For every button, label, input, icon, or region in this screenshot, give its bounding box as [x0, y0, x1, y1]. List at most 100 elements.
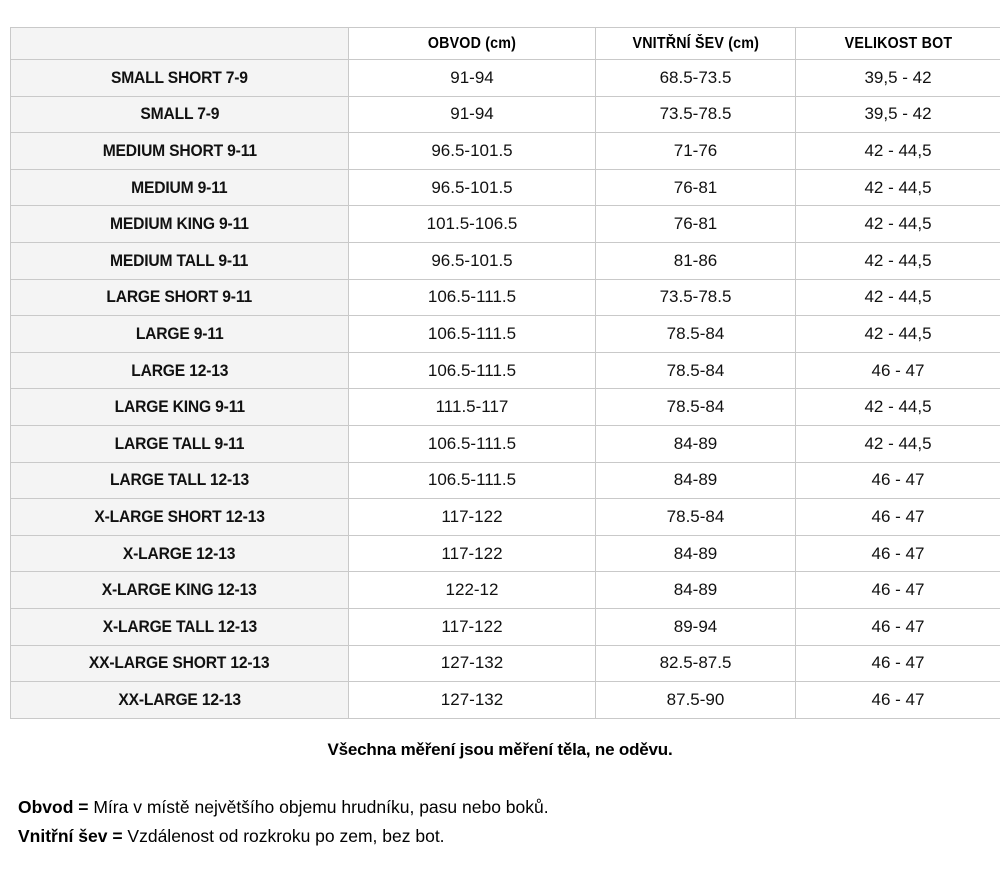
size-label-cell: LARGE KING 9-11 [10, 388, 349, 426]
column-header: VELIKOST BOT [795, 27, 1000, 60]
column-header-label: VELIKOST BOT [844, 34, 952, 52]
table-row: LARGE 12-13 106.5-111.5 78.5-84 46 - 47 [10, 351, 1000, 390]
size-chart-body: SMALL SHORT 7-9 91-94 68.5-73.5 39,5 - 42 SM… [10, 59, 1000, 719]
value-cell: 81-86 [595, 241, 796, 280]
size-label-cell: LARGE TALL 12-13 [10, 461, 349, 500]
size-label-cell: LARGE 12-13 [10, 351, 349, 390]
size-label: XX-LARGE SHORT 12-13 [89, 653, 270, 673]
value-cell: 117-122 [348, 498, 596, 536]
value-cell: 73.5-78.5 [595, 278, 796, 317]
value-cell: 42 - 44,5 [795, 132, 1000, 170]
value-cell: 117-122 [348, 534, 596, 573]
value-cell: 46 - 47 [795, 461, 1000, 500]
table-row: LARGE SHORT 9-11 106.5-111.5 73.5-78.5 42 -… [10, 278, 1000, 317]
value-cell: 96.5-101.5 [348, 168, 596, 207]
column-header: OBVOD (cm) [348, 27, 596, 60]
definition-text: Vzdálenost od rozkroku po zem, bez bot. [127, 825, 445, 846]
table-row: X-LARGE TALL 12-13 117-122 89-94 46 - 47 [10, 607, 1000, 646]
size-label-cell: X-LARGE TALL 12-13 [10, 607, 349, 646]
value-cell: 91-94 [348, 59, 596, 97]
value-cell: 46 - 47 [795, 681, 1000, 719]
size-label-cell: X-LARGE 12-13 [10, 534, 349, 573]
value-cell: 71-76 [595, 132, 796, 170]
value-cell: 78.5-84 [595, 388, 796, 426]
size-label-cell: SMALL SHORT 7-9 [10, 59, 349, 97]
value-cell: 78.5-84 [595, 315, 796, 353]
table-row: MEDIUM KING 9-11 101.5-106.5 76-81 42 - 44,… [10, 205, 1000, 243]
size-label: SMALL 7-9 [140, 104, 219, 124]
value-cell: 84-89 [595, 534, 796, 573]
value-cell: 127-132 [348, 644, 596, 683]
value-cell: 84-89 [595, 571, 796, 609]
value-cell: 106.5-111.5 [348, 461, 596, 500]
size-label: MEDIUM 9-11 [131, 177, 228, 197]
size-label-cell: MEDIUM SHORT 9-11 [10, 132, 349, 170]
value-cell: 42 - 44,5 [795, 315, 1000, 353]
size-label: X-LARGE SHORT 12-13 [94, 506, 265, 526]
size-label: SMALL SHORT 7-9 [111, 67, 248, 87]
size-label: MEDIUM SHORT 9-11 [102, 140, 257, 160]
value-cell: 42 - 44,5 [795, 241, 1000, 280]
value-cell: 117-122 [348, 607, 596, 646]
size-label: X-LARGE KING 12-13 [102, 580, 257, 600]
table-row: SMALL 7-9 91-94 73.5-78.5 39,5 - 42 [10, 95, 1000, 134]
size-label-cell: LARGE 9-11 [10, 315, 349, 353]
value-cell: 46 - 47 [795, 607, 1000, 646]
value-cell: 39,5 - 42 [795, 95, 1000, 134]
size-label: LARGE SHORT 9-11 [106, 287, 253, 307]
table-row: X-LARGE 12-13 117-122 84-89 46 - 47 [10, 534, 1000, 573]
measurement-disclaimer: Všechna měření jsou měření těla, ne oděv… [327, 739, 673, 759]
table-row: X-LARGE SHORT 12-13 117-122 78.5-84 46 - 47 [10, 498, 1000, 536]
value-cell: 42 - 44,5 [795, 388, 1000, 426]
value-cell: 111.5-117 [348, 388, 596, 426]
size-label: LARGE 12-13 [130, 360, 229, 380]
column-header-label: OBVOD (cm) [427, 34, 517, 52]
size-label-cell: LARGE TALL 9-11 [10, 424, 349, 463]
size-label: X-LARGE TALL 12-13 [102, 616, 257, 636]
size-label: MEDIUM TALL 9-11 [110, 250, 249, 270]
value-cell: 87.5-90 [595, 681, 796, 719]
size-label: LARGE KING 9-11 [114, 397, 245, 417]
value-cell: 46 - 47 [795, 571, 1000, 609]
header-row: OBVOD (cm) VNITŘNÍ ŠEV (cm) VELIKOST BOT [10, 27, 1000, 60]
size-label-cell: XX-LARGE SHORT 12-13 [10, 644, 349, 683]
value-cell: 127-132 [348, 681, 596, 719]
size-label-cell: MEDIUM 9-11 [10, 168, 349, 207]
definition-term: Vnitřní šev = [18, 825, 128, 846]
size-label-cell: X-LARGE KING 12-13 [10, 571, 349, 609]
size-label-cell: MEDIUM KING 9-11 [10, 205, 349, 243]
definition-line: Obvod = Míra v místě největšího objemu h… [18, 793, 1000, 822]
value-cell: 78.5-84 [595, 351, 796, 390]
table-row: MEDIUM TALL 9-11 96.5-101.5 81-86 42 - 44,5 [10, 241, 1000, 280]
table-row: MEDIUM SHORT 9-11 96.5-101.5 71-76 42 - 44,… [10, 132, 1000, 170]
definitions-block: Obvod = Míra v místě největšího objemu h… [18, 793, 1000, 851]
size-label: X-LARGE 12-13 [123, 543, 236, 563]
definition-line: Vnitřní šev = Vzdálenost od rozkroku po … [18, 822, 1000, 851]
value-cell: 106.5-111.5 [348, 315, 596, 353]
size-chart-header: OBVOD (cm) VNITŘNÍ ŠEV (cm) VELIKOST BOT [10, 27, 1000, 60]
table-row: SMALL SHORT 7-9 91-94 68.5-73.5 39,5 - 42 [10, 59, 1000, 97]
value-cell: 42 - 44,5 [795, 205, 1000, 243]
size-label-cell: XX-LARGE 12-13 [10, 681, 349, 719]
value-cell: 91-94 [348, 95, 596, 134]
size-label: LARGE TALL 9-11 [114, 433, 245, 453]
corner-cell [10, 27, 349, 60]
value-cell: 96.5-101.5 [348, 241, 596, 280]
value-cell: 46 - 47 [795, 498, 1000, 536]
size-label-cell: X-LARGE SHORT 12-13 [10, 498, 349, 536]
value-cell: 46 - 47 [795, 534, 1000, 573]
value-cell: 68.5-73.5 [595, 59, 796, 97]
value-cell: 82.5-87.5 [595, 644, 796, 683]
value-cell: 46 - 47 [795, 644, 1000, 683]
size-chart-table: OBVOD (cm) VNITŘNÍ ŠEV (cm) VELIKOST BOT S… [10, 27, 1000, 719]
table-row: X-LARGE KING 12-13 122-12 84-89 46 - 47 [10, 571, 1000, 609]
value-cell: 46 - 47 [795, 351, 1000, 390]
size-label-cell: MEDIUM TALL 9-11 [10, 241, 349, 280]
table-row: XX-LARGE 12-13 127-132 87.5-90 46 - 47 [10, 681, 1000, 719]
value-cell: 39,5 - 42 [795, 59, 1000, 97]
value-cell: 76-81 [595, 168, 796, 207]
size-label-cell: LARGE SHORT 9-11 [10, 278, 349, 317]
size-label: LARGE TALL 12-13 [109, 470, 250, 490]
value-cell: 106.5-111.5 [348, 278, 596, 317]
